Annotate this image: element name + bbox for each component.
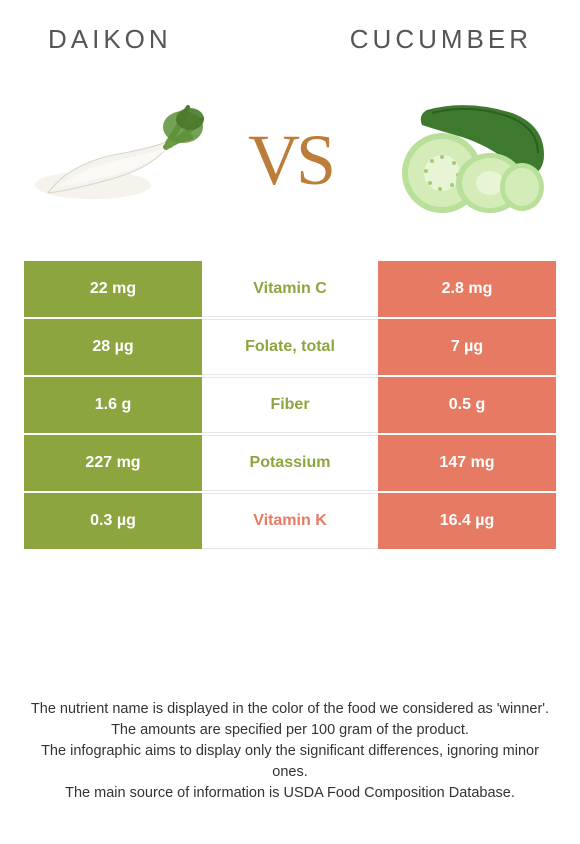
food-left-title: Daikon: [48, 24, 172, 55]
footer-line: The nutrient name is displayed in the co…: [24, 699, 556, 720]
cell-nutrient-name: Potassium: [202, 435, 378, 491]
hero-row: VS: [0, 55, 580, 255]
nutrient-table: 22 mgVitamin C2.8 mg28 µgFolate, total7 …: [0, 255, 580, 549]
table-row: 22 mgVitamin C2.8 mg: [24, 261, 556, 317]
cell-right-value: 16.4 µg: [378, 493, 556, 549]
cell-right-value: 7 µg: [378, 319, 556, 375]
cell-right-value: 147 mg: [378, 435, 556, 491]
cell-right-value: 0.5 g: [378, 377, 556, 433]
table-row: 227 mgPotassium147 mg: [24, 435, 556, 491]
footer-line: The main source of information is USDA F…: [24, 783, 556, 804]
table-row: 1.6 gFiber0.5 g: [24, 377, 556, 433]
cell-nutrient-name: Folate, total: [202, 319, 378, 375]
cucumber-image: [372, 95, 552, 225]
vs-label: VS: [248, 119, 332, 202]
cell-nutrient-name: Fiber: [202, 377, 378, 433]
cell-right-value: 2.8 mg: [378, 261, 556, 317]
cell-left-value: 28 µg: [24, 319, 202, 375]
cell-left-value: 227 mg: [24, 435, 202, 491]
table-row: 0.3 µgVitamin K16.4 µg: [24, 493, 556, 549]
cell-nutrient-name: Vitamin K: [202, 493, 378, 549]
title-row: Daikon Cucumber: [0, 0, 580, 55]
daikon-image: [28, 95, 208, 225]
food-right-title: Cucumber: [350, 24, 532, 55]
table-row: 28 µgFolate, total7 µg: [24, 319, 556, 375]
cell-left-value: 22 mg: [24, 261, 202, 317]
footer-line: The amounts are specified per 100 gram o…: [24, 720, 556, 741]
footer-line: The infographic aims to display only the…: [24, 741, 556, 783]
cell-left-value: 0.3 µg: [24, 493, 202, 549]
cell-left-value: 1.6 g: [24, 377, 202, 433]
cell-nutrient-name: Vitamin C: [202, 261, 378, 317]
footer-notes: The nutrient name is displayed in the co…: [0, 699, 580, 804]
